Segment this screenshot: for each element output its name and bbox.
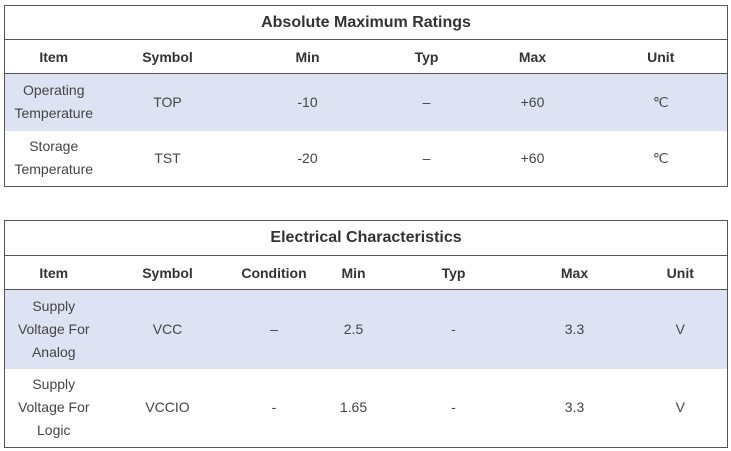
table-title: Electrical Characteristics xyxy=(4,220,728,256)
table-header-row: Item Symbol Min Typ Max Unit xyxy=(4,39,728,74)
column-header-symbol: Symbol xyxy=(102,255,233,290)
column-header-unit: Unit xyxy=(633,255,728,290)
cell-unit: V xyxy=(633,289,728,369)
column-header-min: Min xyxy=(232,39,383,74)
column-header-symbol: Symbol xyxy=(102,39,233,74)
cell-item: Operating Temperature xyxy=(4,73,103,131)
column-header-condition: Condition xyxy=(232,255,316,290)
table-title: Absolute Maximum Ratings xyxy=(4,5,728,40)
cell-min: -20 xyxy=(297,149,318,166)
cell-typ: – xyxy=(382,73,471,131)
cell-typ: – xyxy=(422,149,431,166)
cell-condition: – xyxy=(232,289,316,369)
cell-condition: - xyxy=(271,399,277,416)
cell-symbol: TOP xyxy=(102,73,233,131)
cell-typ: - xyxy=(451,399,456,416)
electrical-characteristics-table: Electrical Characteristics Item Symbol C… xyxy=(4,220,729,448)
cell-symbol: VCCIO xyxy=(145,399,190,416)
cell-item: Storage Temperature xyxy=(14,138,94,178)
cell-max: +60 xyxy=(520,149,545,166)
cell-symbol: TST xyxy=(154,149,181,166)
table-row: Storage Temperature TST -20 – +60 ℃ xyxy=(5,131,728,187)
cell-typ: - xyxy=(391,289,516,369)
column-header-max: Max xyxy=(515,255,634,290)
column-header-unit: Unit xyxy=(594,39,728,74)
cell-min: -10 xyxy=(232,73,383,131)
absolute-maximum-ratings-table: Absolute Maximum Ratings Item Symbol Min… xyxy=(4,5,728,187)
table-row: Supply Voltage For Analog VCC – 2.5 - 3.… xyxy=(4,289,728,369)
cell-item: Supply Voltage For Analog xyxy=(4,289,103,369)
cell-unit: ℃ xyxy=(652,149,669,166)
column-header-min: Min xyxy=(315,255,392,290)
cell-max: 3.3 xyxy=(515,289,634,369)
table-header-row: Item Symbol Condition Min Typ Max Unit xyxy=(4,255,728,290)
cell-symbol: VCC xyxy=(102,289,233,369)
column-header-max: Max xyxy=(470,39,595,74)
table-row: Operating Temperature TOP -10 – +60 ℃ xyxy=(4,73,728,131)
table-title-row: Electrical Characteristics xyxy=(4,220,728,256)
cell-min: 1.65 xyxy=(339,399,368,416)
column-header-typ: Typ xyxy=(382,39,471,74)
cell-min: 2.5 xyxy=(315,289,392,369)
cell-item: Supply Voltage For Logic xyxy=(17,376,90,439)
column-header-item: Item xyxy=(4,255,103,290)
column-header-typ: Typ xyxy=(391,255,516,290)
cell-max: +60 xyxy=(470,73,595,131)
cell-unit: V xyxy=(675,399,685,416)
cell-max: 3.3 xyxy=(564,399,585,416)
table-row: Supply Voltage For Logic VCCIO - 1.65 - … xyxy=(5,369,728,448)
column-header-item: Item xyxy=(4,39,103,74)
table-title-row: Absolute Maximum Ratings xyxy=(4,5,728,40)
cell-unit: ℃ xyxy=(594,73,728,131)
